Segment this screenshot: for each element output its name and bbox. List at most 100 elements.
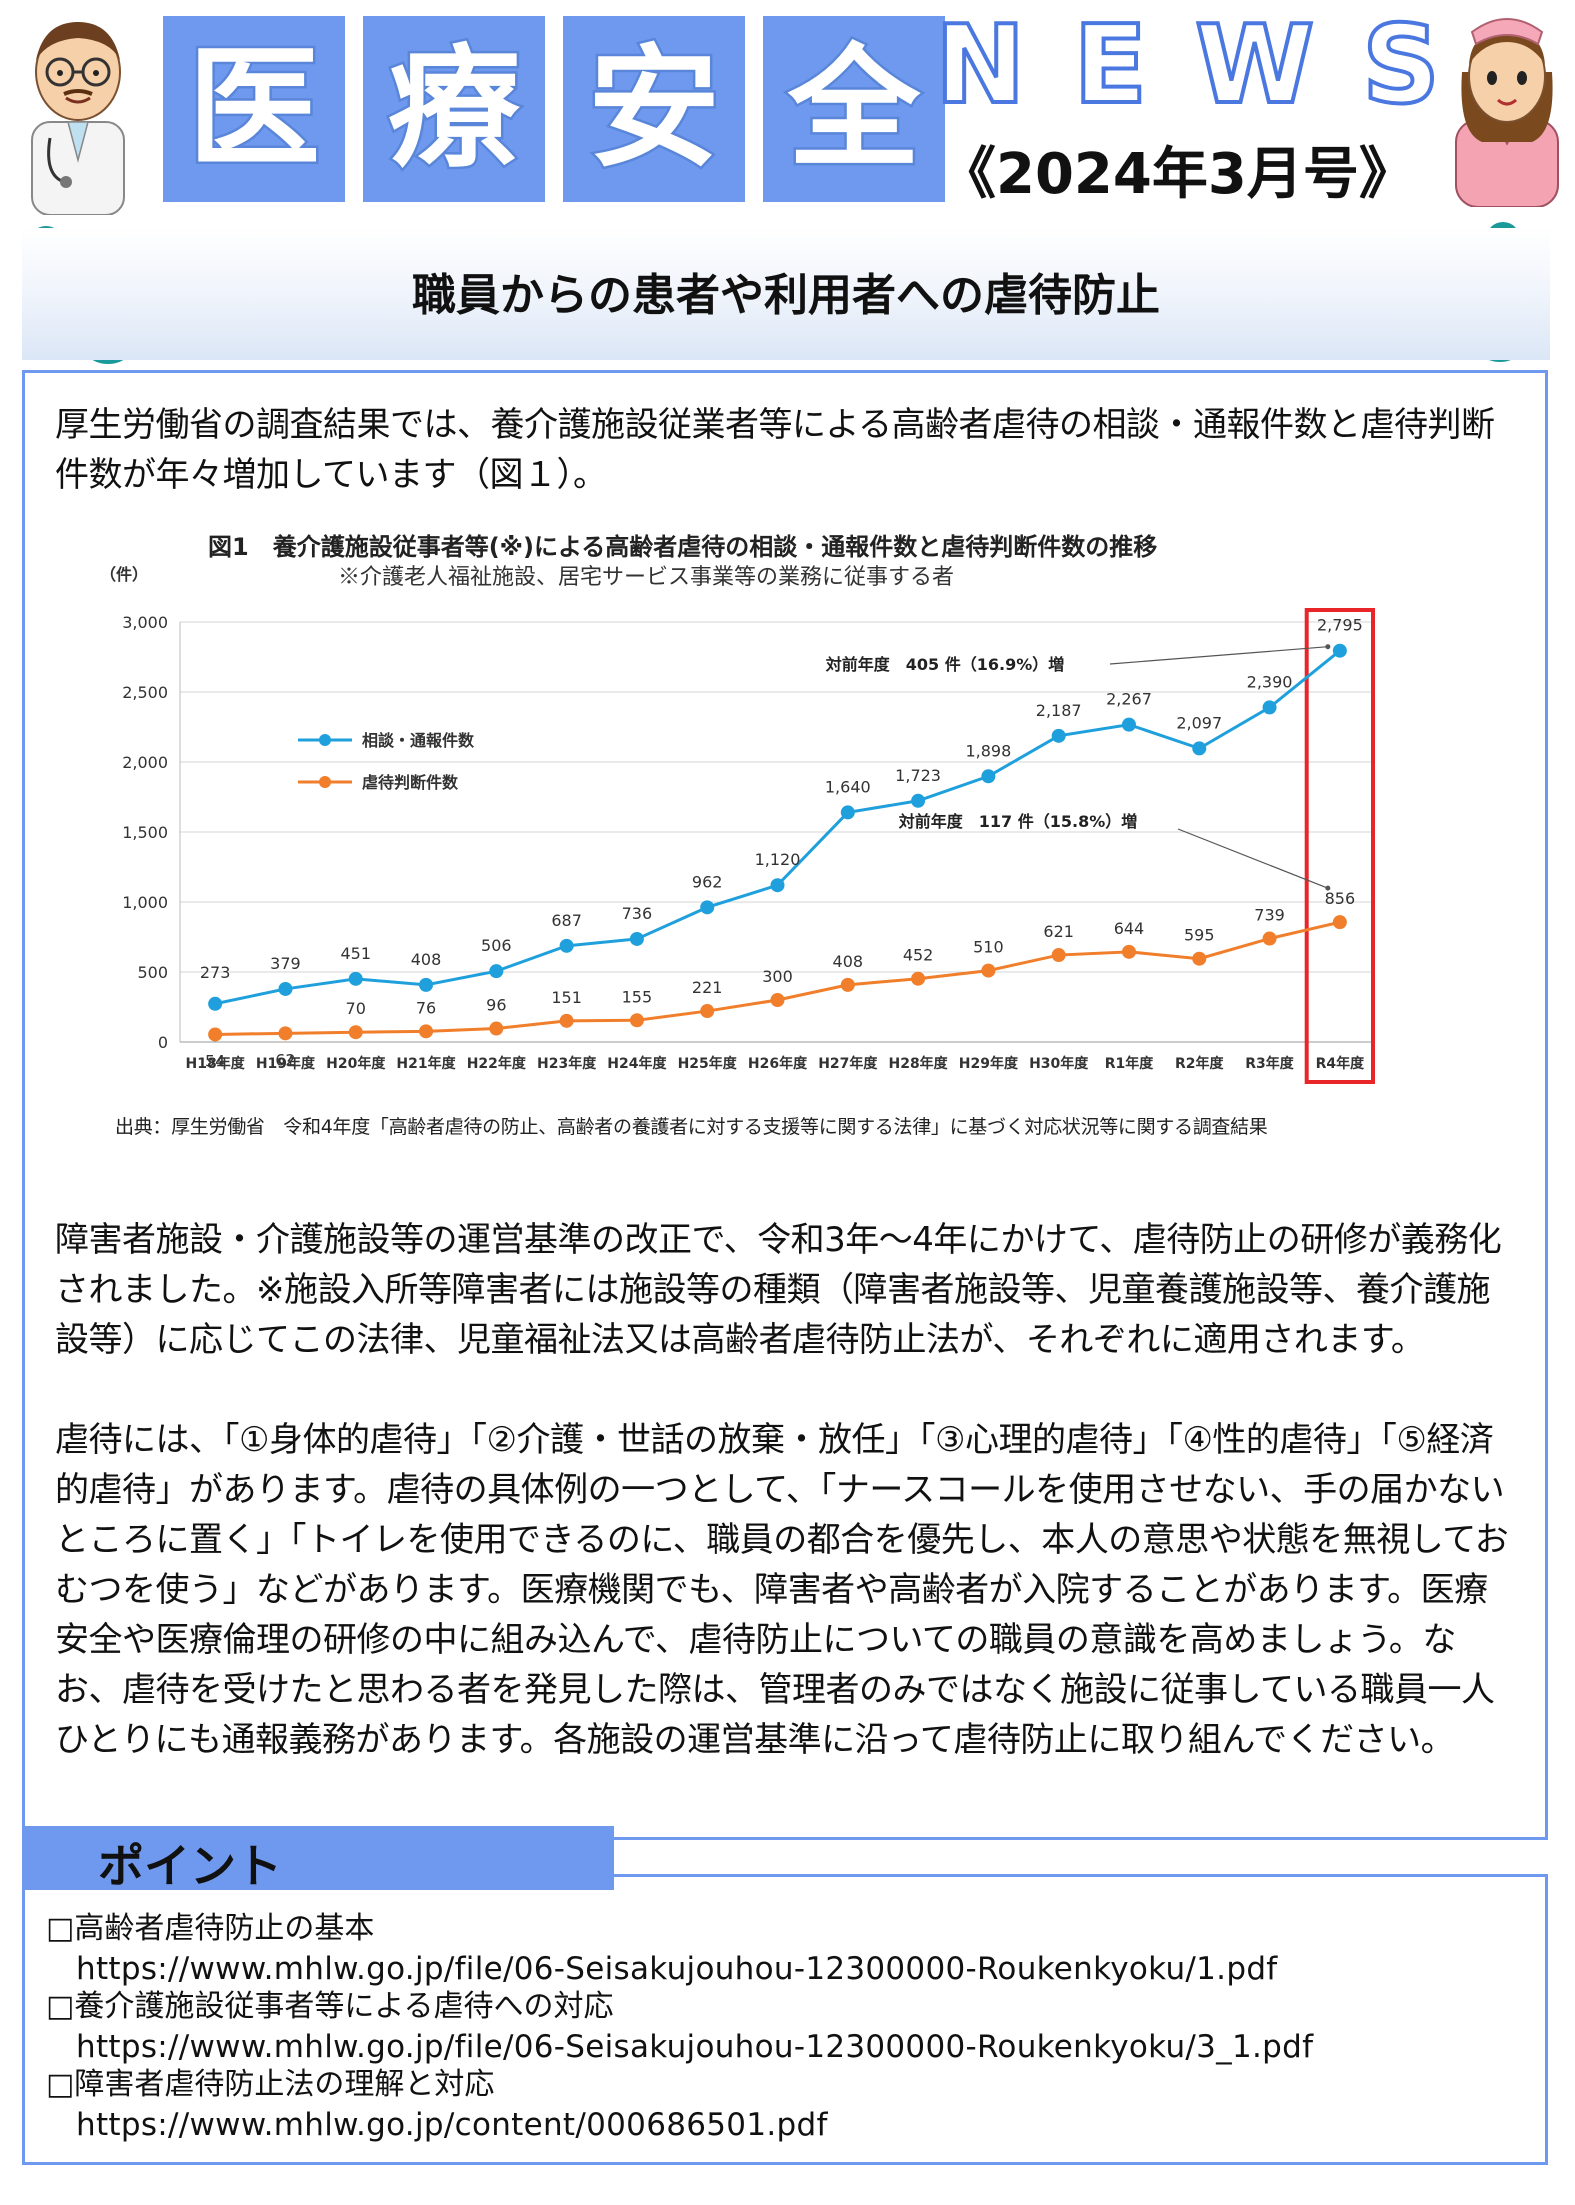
chart-title: 図1 養介護施設従事者等(※)による高齢者虐待の相談・通報件数と虐待判断件数の推…: [208, 533, 1157, 561]
points-frame: [22, 1874, 1548, 2165]
x-tick-label: H22年度: [467, 1055, 527, 1072]
data-label: 451: [340, 944, 371, 963]
data-point: [1262, 700, 1277, 715]
data-label: 2,097: [1176, 713, 1222, 732]
data-label: 408: [833, 952, 864, 971]
data-label: 506: [481, 936, 512, 955]
x-tick-label: H23年度: [537, 1055, 597, 1072]
x-tick-label: R1年度: [1105, 1055, 1155, 1072]
title-char-box: 療: [363, 16, 545, 202]
x-tick-label: H24年度: [607, 1055, 667, 1072]
data-label: 76: [416, 998, 436, 1017]
data-point: [629, 1013, 644, 1028]
data-point: [981, 769, 996, 784]
x-tick-label: H29年度: [959, 1055, 1019, 1072]
doctor-illustration: [31, 22, 125, 215]
data-point: [278, 981, 293, 996]
title-char: 療: [386, 32, 523, 186]
data-point: [629, 931, 644, 946]
x-tick-label: H28年度: [888, 1055, 948, 1072]
points-heading: ポイント: [98, 1839, 282, 1893]
data-label: 1,120: [755, 850, 801, 869]
intro-paragraph: 厚生労働省の調査結果では、養介護施設従業者等による高齢者虐待の相談・通報件数と虐…: [55, 405, 1495, 495]
annotation-arrow: [1109, 646, 1328, 665]
x-tick-label: H27年度: [818, 1055, 878, 1072]
data-point: [840, 977, 855, 992]
data-point: [1192, 951, 1207, 966]
data-point: [981, 963, 996, 978]
data-point: [489, 1021, 504, 1036]
data-label: 1,640: [825, 777, 871, 796]
y-tick-label: 500: [137, 963, 168, 982]
x-tick-label: H30年度: [1029, 1055, 1089, 1072]
data-point: [559, 938, 574, 953]
data-label: 736: [622, 904, 653, 923]
data-label: 155: [622, 987, 653, 1006]
point-item-title: □障害者虐待防止法の理解と対応: [46, 2067, 495, 2102]
data-label: 300: [762, 967, 793, 986]
data-label: 962: [692, 872, 723, 891]
nurse-illustration: [1455, 18, 1559, 207]
point-item-link[interactable]: https://www.mhlw.go.jp/file/06-Seisakujo…: [76, 2029, 1314, 2065]
legend-label: 虐待判断件数: [362, 773, 459, 792]
x-tick-label: H26年度: [748, 1055, 808, 1072]
title-char: 医: [186, 32, 323, 186]
legend-marker: [319, 734, 331, 746]
news-wordmark: N E W S: [933, 3, 1442, 128]
title-char-box: 医: [163, 16, 345, 202]
body-paragraph-1: 障害者施設・介護施設等の運営基準の改正で、令和3年～4年にかけて、虐待防止の研修…: [55, 1220, 1502, 1360]
annotation-text: 対前年度 405 件（16.9%）増: [825, 655, 1064, 674]
title-char-box: 安: [563, 16, 745, 202]
data-point: [1262, 931, 1277, 946]
data-label: 452: [903, 946, 934, 965]
data-point: [278, 1026, 293, 1041]
data-point: [1332, 643, 1347, 658]
body-paragraph-2: 虐待には、「①身体的虐待」「②介護・世話の放棄・放任」「③心理的虐待」「④性的虐…: [55, 1420, 1509, 1760]
points-tab: ポイント: [22, 1826, 614, 1893]
annotation-arrowhead: [1325, 644, 1331, 650]
point-item-link[interactable]: https://www.mhlw.go.jp/content/000686501…: [76, 2107, 828, 2143]
y-tick-label: 1,000: [122, 893, 168, 912]
issue-label: 《2024年3月号》: [940, 142, 1415, 207]
y-tick-label: 3,000: [122, 613, 168, 632]
data-label: 2,795: [1317, 616, 1363, 635]
point-item-title: □養介護施設従事者等による虐待への対応: [46, 1989, 614, 2024]
data-label: 2,390: [1247, 672, 1293, 691]
data-point: [770, 878, 785, 893]
news-letter: E: [1071, 3, 1149, 128]
data-point: [911, 793, 926, 808]
data-point: [1121, 944, 1136, 959]
x-tick-label: R2年度: [1175, 1055, 1225, 1072]
y-axis-label: （件）: [100, 565, 148, 584]
data-point: [1121, 717, 1136, 732]
point-item-link[interactable]: https://www.mhlw.go.jp/file/06-Seisakujo…: [76, 1951, 1278, 1987]
annotation-arrow: [1177, 828, 1329, 889]
data-label: 273: [200, 963, 231, 982]
topic-banner: [22, 228, 1550, 360]
data-label: 644: [1114, 919, 1145, 938]
data-label: 221: [692, 978, 723, 997]
x-tick-label: R3年度: [1245, 1055, 1295, 1072]
data-point: [911, 971, 926, 986]
data-label: 510: [973, 938, 1004, 957]
x-tick-label: R4年度: [1316, 1055, 1366, 1072]
data-point: [1051, 728, 1066, 743]
chart-subtitle: ※介護老人福祉施設、居宅サービス事業等の業務に従事する者: [338, 565, 954, 590]
title-char-box: 全: [763, 16, 945, 202]
data-point: [419, 977, 434, 992]
point-item-title: □高齢者虐待防止の基本: [46, 1911, 375, 1946]
data-label: 687: [551, 911, 582, 930]
data-point: [348, 1025, 363, 1040]
data-label: 54: [205, 1051, 225, 1070]
chart-source: 出典：厚生労働省 令和4年度「高齢者虐待の防止、高齢者の養護者に対する支援等に関…: [115, 1116, 1268, 1138]
title-char: 全: [786, 32, 923, 186]
data-point: [208, 1027, 223, 1042]
data-label: 1,723: [895, 766, 941, 785]
news-letter: W: [1193, 3, 1316, 128]
data-point: [1192, 741, 1207, 756]
annotation-text: 対前年度 117 件（15.8%）増: [898, 812, 1137, 831]
legend-label: 相談・通報件数: [362, 731, 475, 750]
y-tick-label: 2,500: [122, 683, 168, 702]
series-line: [214, 649, 1341, 1006]
data-point: [208, 996, 223, 1011]
